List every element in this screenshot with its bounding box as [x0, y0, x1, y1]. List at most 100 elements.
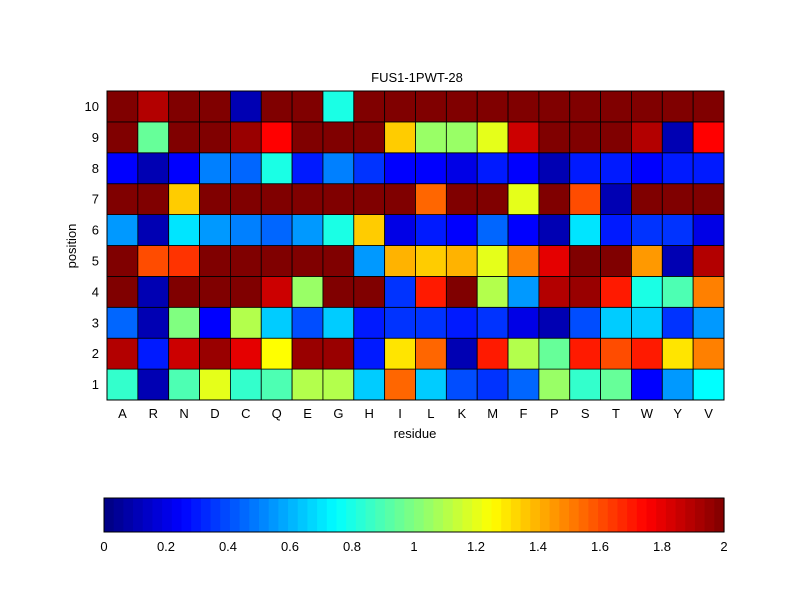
colorbar-frame [103, 497, 725, 533]
colorbar-tick-label: 0.6 [281, 539, 299, 554]
y-tick-label: 4 [92, 284, 99, 299]
chart-title: FUS1-1PWT-28 [371, 70, 463, 85]
colorbar-tick-label: 1.6 [591, 539, 609, 554]
heatmap-cell-K-4 [445, 275, 478, 308]
heatmap-cell-F-9 [507, 121, 540, 154]
heatmap-cell-Q-6 [260, 214, 293, 246]
heatmap-cell-Q-1 [260, 368, 293, 401]
heatmap-cell-F-4 [507, 275, 540, 308]
heatmap-cell-L-3 [415, 306, 447, 339]
heatmap-cell-Q-7 [260, 183, 293, 215]
colorbar-tick-labels: 0 0.2 0.4 0.6 0.8 1 1.2 1.4 1.6 1.8 2 [100, 539, 727, 554]
heatmap-cell-Q-8 [260, 152, 293, 185]
heatmap-cell-K-7 [445, 183, 478, 215]
heatmap-cell-N-4 [168, 275, 200, 308]
x-tick-label: K [457, 406, 466, 421]
heatmap-cell-I-9 [384, 121, 416, 154]
heatmap-cell-T-5 [600, 245, 632, 277]
heatmap-cell-V-10 [692, 90, 725, 123]
heatmap-cell-L-5 [415, 245, 447, 277]
heatmap-cell-K-2 [445, 337, 478, 370]
heatmap-cell-S-6 [569, 214, 602, 246]
x-tick-label: A [118, 406, 127, 421]
y-tick-label: 3 [92, 315, 99, 330]
y-tick-label: 10 [85, 99, 99, 114]
heatmap-cell-F-10 [507, 90, 540, 123]
heatmap-cell-W-6 [631, 214, 663, 246]
heatmap-cell-N-2 [168, 337, 200, 370]
plot-frame [106, 90, 725, 401]
heatmap-cell-P-2 [538, 337, 571, 370]
colorbar-segment [588, 498, 599, 532]
heatmap-cell-I-1 [384, 368, 416, 401]
heatmap-cell-T-10 [600, 90, 632, 123]
heatmap-cell-A-2 [106, 337, 139, 370]
heatmap-cell-P-6 [538, 214, 571, 246]
colorbar-segment [617, 498, 628, 532]
heatmap-cell-V-4 [692, 275, 725, 308]
x-tick-label: W [641, 406, 654, 421]
x-tick-label: E [303, 406, 312, 421]
heatmap-cell-V-5 [692, 245, 725, 277]
heatmap-cell-P-5 [538, 245, 571, 277]
heatmap-cell-G-6 [322, 214, 355, 246]
colorbar-segment [491, 498, 502, 532]
colorbar-segment [191, 498, 202, 532]
heatmap-cell-Y-9 [661, 121, 694, 154]
heatmap-cell-Y-2 [661, 337, 694, 370]
heatmap-cell-G-10 [322, 90, 355, 123]
colorbar-segment [220, 498, 231, 532]
x-tick-label: V [704, 406, 713, 421]
heatmap-cell-H-7 [353, 183, 386, 215]
heatmap-cell-H-8 [353, 152, 386, 185]
colorbar-segment [462, 498, 473, 532]
heatmap-cell-W-3 [631, 306, 663, 339]
colorbar-segment [307, 498, 318, 532]
heatmap-cell-K-3 [445, 306, 478, 339]
heatmap-cell-V-8 [692, 152, 725, 185]
heatmap-cell-I-10 [384, 90, 416, 123]
colorbar-segment [297, 498, 309, 532]
heatmap-cell-R-3 [137, 306, 170, 339]
colorbar-segment [656, 498, 667, 532]
y-tick-label: 2 [92, 346, 99, 361]
heatmap-cell-L-10 [415, 90, 447, 123]
heatmap-cell-E-10 [291, 90, 324, 123]
heatmap-cell-C-8 [229, 152, 262, 185]
heatmap-cell-H-4 [353, 275, 386, 308]
heatmap-cell-L-7 [415, 183, 447, 215]
heatmap-cell-L-1 [415, 368, 447, 401]
heatmap-cell-W-5 [631, 245, 663, 277]
heatmap-cell-W-7 [631, 183, 663, 215]
heatmap-cell-E-7 [291, 183, 324, 215]
heatmap-cell-E-4 [291, 275, 324, 308]
colorbar-segment [443, 498, 454, 532]
heatmap-cell-E-9 [291, 121, 324, 154]
colorbar-segment [249, 498, 260, 532]
heatmap-cell-N-3 [168, 306, 200, 339]
heatmap-cell-S-4 [569, 275, 602, 308]
heatmap-cell-I-3 [384, 306, 416, 339]
heatmap-cell-T-9 [600, 121, 632, 154]
heatmap-cell-C-3 [229, 306, 262, 339]
colorbar-segment [472, 498, 483, 532]
heatmap-cell-P-7 [538, 183, 571, 215]
colorbar-segment [501, 498, 512, 532]
heatmap-cell-W-8 [631, 152, 663, 185]
colorbar-segment [607, 498, 619, 532]
x-tick-label: S [581, 406, 590, 421]
heatmap-cell-G-9 [322, 121, 355, 154]
heatmap-cell-Y-3 [661, 306, 694, 339]
heatmap-cell-D-5 [199, 245, 231, 277]
heatmap-cell-I-5 [384, 245, 416, 277]
heatmap-cell-W-1 [631, 368, 663, 401]
heatmap-cell-C-7 [229, 183, 262, 215]
heatmap-cell-M-6 [476, 214, 509, 246]
colorbar-segment [268, 498, 279, 532]
heatmap-cell-T-6 [600, 214, 632, 246]
heatmap-cell-N-9 [168, 121, 200, 154]
heatmap-cell-W-10 [631, 90, 663, 123]
heatmap-cell-A-5 [106, 245, 139, 277]
colorbar-segment [152, 498, 163, 532]
